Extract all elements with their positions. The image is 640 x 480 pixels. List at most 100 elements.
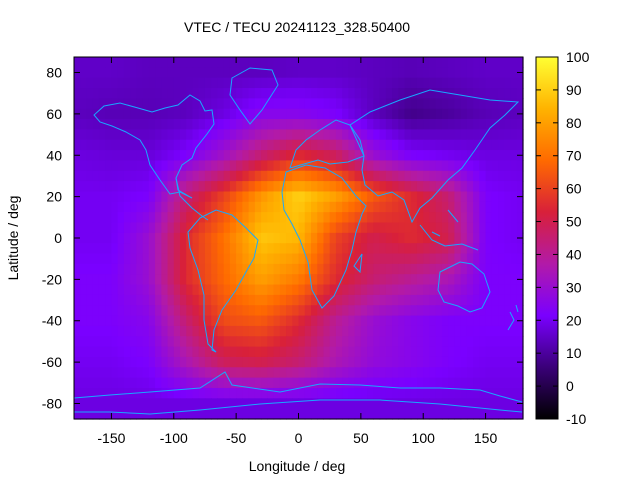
heatmap-cell [261,98,268,110]
heatmap-cell [167,336,175,348]
heatmap-cell [273,387,281,399]
heatmap-cell [429,212,437,224]
heatmap-cell [416,119,424,130]
heatmap-cell [323,129,331,141]
heatmap-cell [510,274,518,286]
heatmap-cell [130,408,137,420]
heatmap-cell [310,387,318,399]
heatmap-cell [491,294,499,306]
heatmap-cell [292,150,300,162]
heatmap-cell [204,57,212,68]
heatmap-cell [304,377,312,389]
heatmap-cell [267,325,275,337]
heatmap-cell [354,377,362,389]
heatmap-cell [479,150,487,162]
heatmap-cell [416,129,424,141]
heatmap-cell [292,57,300,68]
heatmap-cell [180,336,187,348]
heatmap-cell [342,336,349,348]
heatmap-cell [516,129,524,141]
heatmap-cell [217,150,225,162]
heatmap-cell [404,367,412,379]
heatmap-cell [242,212,250,224]
heatmap-cell [379,408,387,420]
heatmap-cell [429,294,437,306]
heatmap-cell [229,222,237,234]
heatmap-cell [448,77,456,89]
heatmap-cell [342,77,349,89]
heatmap-cell [317,212,325,224]
heatmap-cell [466,181,474,193]
heatmap-cell [161,387,169,399]
heatmap-cell [498,222,505,234]
heatmap-cell [398,201,406,213]
colorbar-tick-label: 20 [566,312,582,328]
heatmap-cell [460,263,468,275]
heatmap-cell [242,77,250,89]
heatmap-cell [429,346,437,358]
heatmap-cell [367,315,374,327]
heatmap-cell [198,160,206,172]
heatmap-cell [323,201,331,213]
heatmap-cell [242,398,250,410]
heatmap-cell [267,57,275,68]
heatmap-cell [317,398,325,410]
heatmap-cell [123,325,131,337]
heatmap-cell [242,139,250,151]
heatmap-cell [292,119,300,130]
heatmap-cell [392,108,399,120]
heatmap-cell [155,274,162,286]
heatmap-cell [435,67,443,79]
heatmap-cell [460,98,468,110]
heatmap-cell [466,356,474,368]
heatmap-cell [298,263,306,275]
heatmap-cell [211,408,219,420]
heatmap-cell [392,129,399,141]
heatmap-cell [98,88,106,99]
heatmap-cell [392,191,399,203]
heatmap-cell [74,57,81,68]
heatmap-cell [335,356,343,368]
heatmap-cell [248,170,256,182]
heatmap-cell [485,253,493,265]
heatmap-cell [223,294,231,306]
heatmap-cell [342,181,349,193]
heatmap-cell [429,57,437,68]
heatmap-cell [317,243,325,255]
heatmap-cell [248,139,256,151]
heatmap-cell [98,305,106,317]
heatmap-cell [429,336,437,348]
heatmap-cell [298,294,306,306]
heatmap-cell [80,222,88,234]
heatmap-cell [410,201,418,213]
heatmap-cell [423,129,431,141]
heatmap-cell [373,57,381,68]
heatmap-cell [273,243,281,255]
colorbar [535,56,559,420]
heatmap-cell [148,191,156,203]
heatmap-cell [441,222,449,234]
heatmap-cell [86,170,94,182]
heatmap-cell [429,263,437,275]
heatmap-cell [404,243,412,255]
heatmap-cell [261,77,268,89]
heatmap-cell [491,243,499,255]
heatmap-cell [279,88,287,99]
heatmap-cell [504,263,512,275]
heatmap-cell [74,243,81,255]
heatmap-cell [136,57,144,68]
heatmap-cell [142,346,150,358]
heatmap-cell [385,150,393,162]
heatmap-cell [398,377,406,389]
heatmap-cell [510,57,518,68]
heatmap-cell [267,377,275,389]
heatmap-cell [286,367,293,379]
heatmap-cell [267,253,275,265]
heatmap-cell [123,305,131,317]
heatmap-cell [148,294,156,306]
heatmap-cell [466,191,474,203]
heatmap-cell [498,212,505,224]
heatmap-cell [360,201,368,213]
heatmap-cell [223,160,231,172]
heatmap-cell [335,346,343,358]
